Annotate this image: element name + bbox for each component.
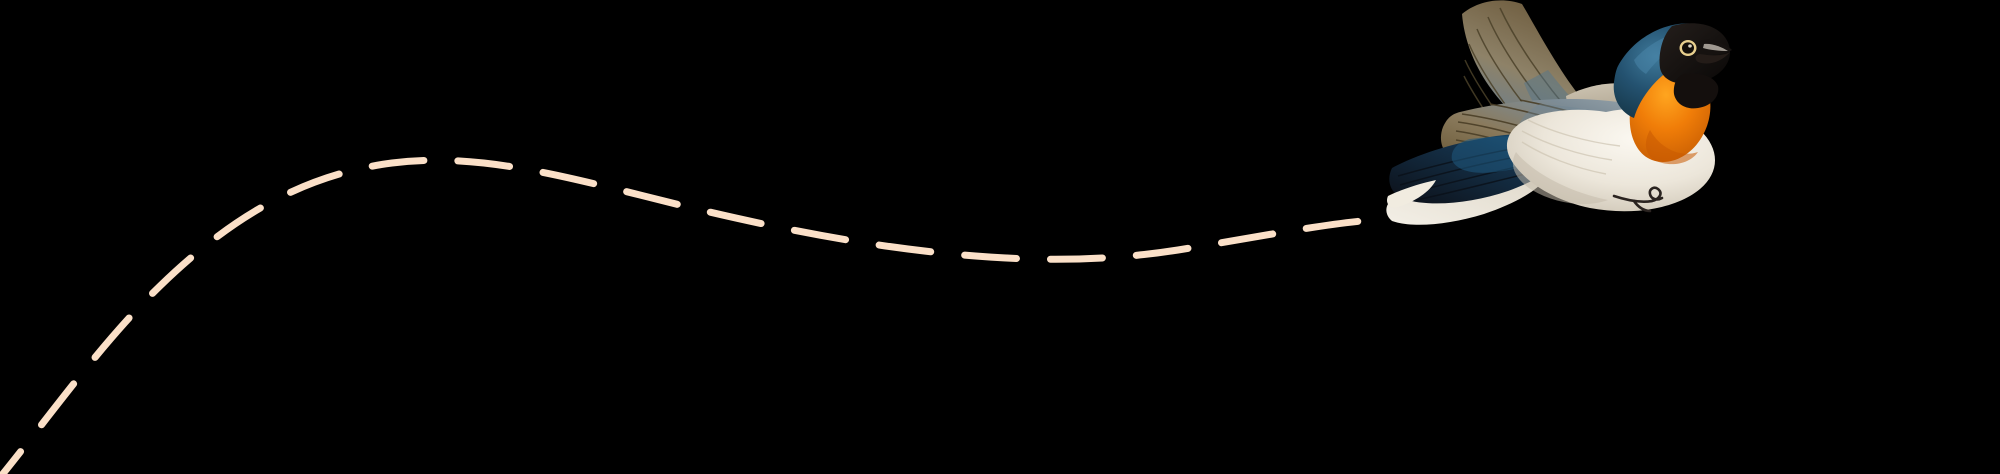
- bird: [1386, 0, 1732, 225]
- bird-beak: [1695, 39, 1732, 64]
- bird-feet: [1612, 186, 1664, 213]
- bird-throat-deep-shadow: [1645, 130, 1698, 165]
- flight-trail: [0, 156, 1366, 474]
- bird-beak-highlight: [1703, 43, 1728, 51]
- bird-tail-white-tip: [1387, 180, 1436, 208]
- bird-body-shading: [1512, 152, 1608, 205]
- bird-eye: [1679, 40, 1697, 56]
- bird-head-mask: [1659, 23, 1730, 84]
- bird-beak-lower: [1695, 52, 1730, 64]
- bird-body-flank-lines: [1521, 119, 1621, 175]
- flight-trail-path: [0, 156, 1366, 474]
- bird-head-mask-cheek: [1673, 73, 1719, 109]
